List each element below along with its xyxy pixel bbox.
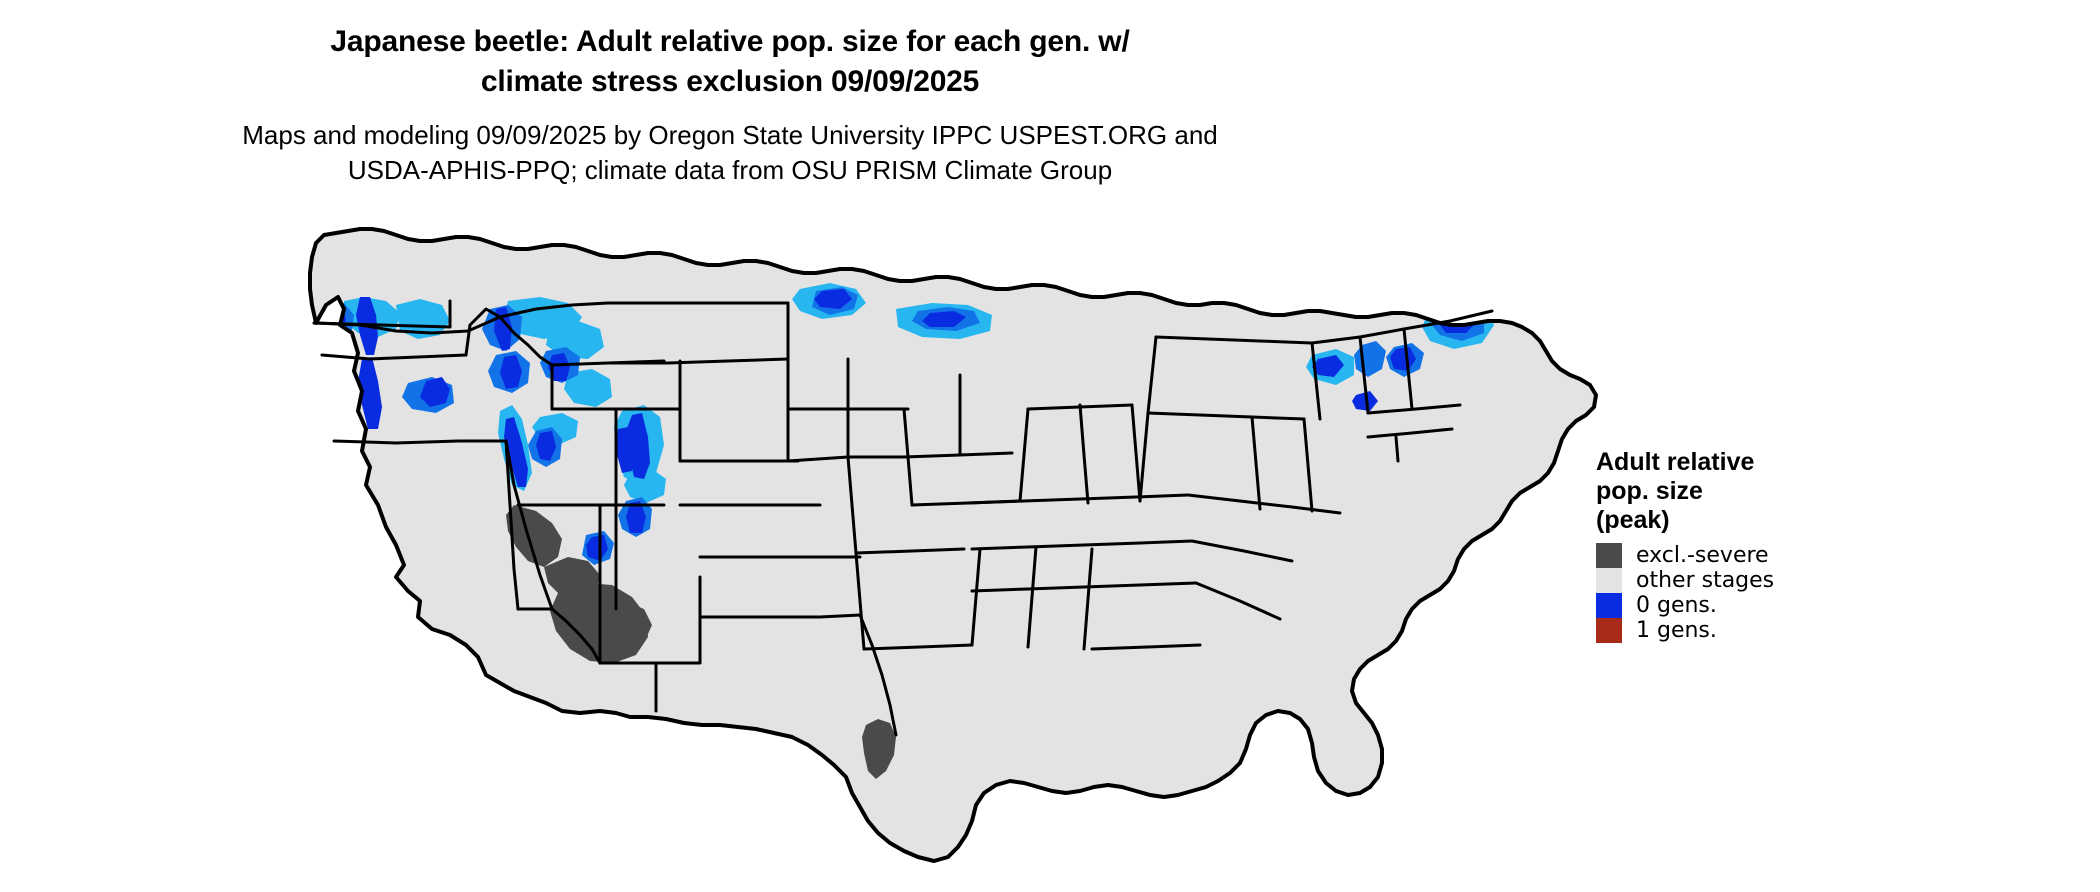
state-border-55 [1146, 411, 1306, 421]
map-region-south-texas [862, 719, 896, 779]
legend-row: other stages [1596, 568, 2016, 593]
map-region-sangre-core-nm [626, 501, 646, 533]
legend-row: 0 gens. [1596, 593, 2016, 618]
state-border-60 [1310, 341, 1322, 421]
map-region-mn-north-core [814, 289, 852, 309]
state-border-59 [1154, 335, 1314, 345]
legend-items: excl.-severe other stages 0 gens. 1 gens. [1596, 543, 2016, 643]
map-region-adirondack-core [1312, 355, 1344, 377]
state-border-21 [654, 575, 702, 665]
map-region-wind-river-wy [564, 369, 612, 407]
map-region-mogollon-core-az [586, 535, 608, 561]
map-legend: Adult relative pop. size (peak) excl.-se… [1596, 448, 2016, 643]
map-region-cascade-crest-or [358, 357, 382, 429]
state-border-53 [1186, 493, 1342, 515]
state-border-48 [1026, 545, 1038, 649]
map-region-presidential-nh [1390, 347, 1416, 371]
state-border-35 [862, 643, 974, 651]
legend-label: other stages [1636, 568, 1775, 593]
state-border-42 [1078, 403, 1090, 505]
legend-label: excl.-severe [1636, 543, 1769, 568]
title-line-2: climate stress exclusion 09/09/2025 [480, 65, 980, 98]
legend-row: excl.-severe [1596, 543, 2016, 568]
state-border-54 [1138, 411, 1150, 503]
us-map [300, 205, 1600, 885]
state-border-62 [1358, 335, 1370, 415]
state-border-8 [464, 307, 554, 367]
map-region-coast-range-or [316, 341, 340, 389]
us-map-svg [308, 227, 1598, 863]
state-border-5 [504, 439, 520, 611]
state-border-37 [902, 407, 914, 507]
legend-title-line-2: pop. size [1596, 477, 1703, 505]
state-border-27 [698, 613, 862, 619]
state-border-34 [854, 551, 866, 651]
legend-label: 0 gens. [1636, 593, 1717, 618]
state-border-66 [1366, 427, 1454, 439]
page-subtitle: Maps and modeling 09/09/2025 by Oregon S… [0, 118, 1460, 188]
map-region-up-ridge-mi [922, 311, 966, 327]
map-region-berkshires-ma [1352, 391, 1378, 411]
state-border-49 [1082, 547, 1094, 651]
legend-swatch [1596, 593, 1622, 618]
state-border-58 [1146, 335, 1158, 415]
title-line-1: Japanese beetle: Adult relative pop. siz… [330, 25, 1130, 58]
legend-swatch [1596, 618, 1622, 643]
map-region-wa-interior [396, 299, 450, 339]
state-border-9 [466, 301, 610, 333]
state-border-40 [1018, 407, 1030, 503]
map-region-mojave-desert-ca [506, 505, 562, 567]
subtitle-line-1: Maps and modeling 09/09/2025 by Oregon S… [242, 120, 1218, 150]
state-border-57 [1250, 415, 1262, 511]
state-border-6 [550, 607, 602, 665]
state-border-46 [970, 581, 1198, 593]
state-border-43 [1130, 403, 1142, 503]
map-borders-layer [308, 227, 1598, 863]
subtitle-line-2: USDA-APHIS-PPQ; climate data from OSU PR… [347, 155, 1113, 185]
state-border-51 [1194, 581, 1282, 621]
state-border-1 [314, 321, 470, 335]
map-region-wallowa-or [420, 377, 450, 407]
legend-row: 1 gens. [1596, 618, 2016, 643]
legend-title-line-3: (peak) [1596, 506, 1670, 534]
state-border-23 [606, 357, 790, 365]
state-border-45 [970, 539, 1194, 551]
legend-swatch [1596, 568, 1622, 593]
state-border-52 [1190, 539, 1294, 563]
state-border-44 [966, 493, 1190, 505]
state-border-32 [846, 455, 858, 555]
state-border-2 [320, 353, 468, 361]
page-title: Japanese beetle: Adult relative pop. siz… [0, 22, 1460, 102]
legend-swatch [1596, 543, 1622, 568]
legend-title-line-1: Adult relative [1596, 448, 1755, 476]
state-border-56 [1302, 417, 1314, 513]
state-border-33 [854, 547, 966, 555]
legend-label: 1 gens. [1636, 618, 1717, 643]
map-region-wasatch-core [536, 431, 556, 461]
state-border-28 [858, 613, 898, 737]
state-border-67 [1394, 435, 1400, 463]
state-border-65 [1366, 403, 1462, 415]
state-border-4 [504, 439, 554, 611]
legend-title: Adult relative pop. size (peak) [1596, 448, 1786, 535]
state-border-64 [1402, 309, 1494, 331]
conus-outline [308, 227, 1598, 863]
map-region-sierra-crest-ca [504, 417, 528, 487]
map-region-sonoran-east-az [598, 601, 652, 649]
state-border-63 [1402, 327, 1414, 411]
map-land-layer [310, 229, 1596, 861]
state-border-50 [1090, 643, 1202, 651]
map-region-sawtooth-core [500, 355, 522, 389]
state-border-47 [970, 547, 982, 647]
map-region-sawatch-co [616, 427, 634, 473]
conus-landmass [310, 229, 1596, 861]
